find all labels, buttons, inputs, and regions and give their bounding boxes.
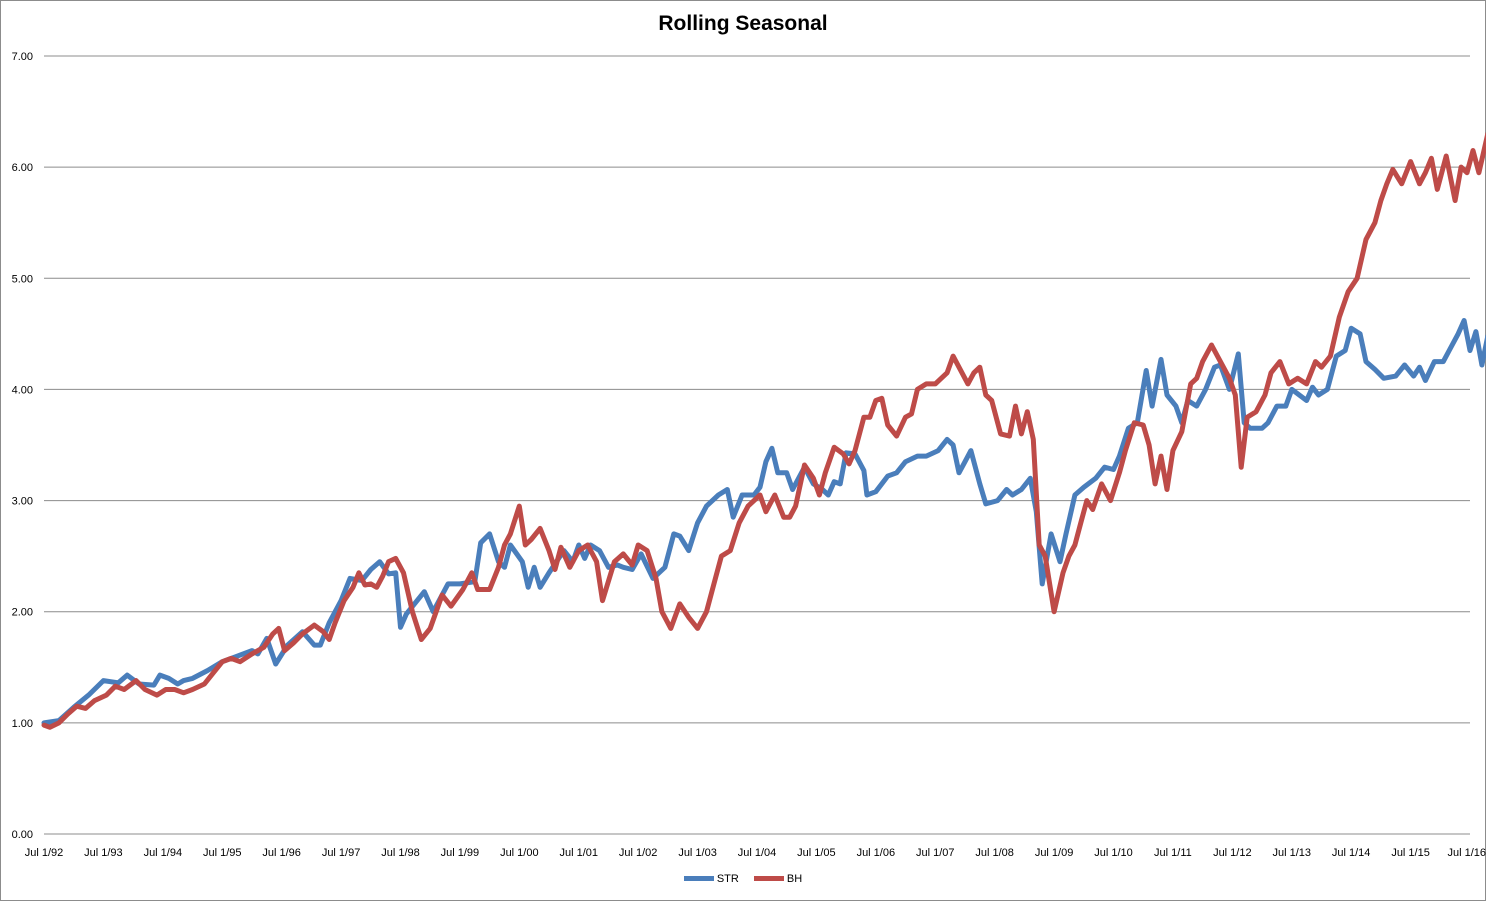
y-tick-label: 3.00 bbox=[12, 496, 33, 508]
y-tick-label: 4.00 bbox=[12, 384, 33, 396]
legend-swatch-str bbox=[683, 876, 714, 881]
x-tick-label: Jul 1/98 bbox=[381, 847, 420, 859]
gridlines bbox=[44, 55, 1470, 835]
x-tick-label: Jul 1/14 bbox=[1332, 847, 1371, 859]
y-tick-label: 5.00 bbox=[12, 273, 33, 285]
x-tick-label: Jul 1/92 bbox=[25, 847, 64, 859]
series-line-str bbox=[41, 318, 1486, 726]
y-tick-label: 7.00 bbox=[12, 51, 33, 63]
x-tick-label: Jul 1/00 bbox=[500, 847, 539, 859]
legend-swatch-bh bbox=[753, 876, 784, 881]
legend-label-bh: BH bbox=[786, 872, 803, 885]
series-lines bbox=[41, 131, 1486, 730]
x-tick-label: Jul 1/02 bbox=[619, 847, 658, 859]
y-tick-label: 6.00 bbox=[12, 162, 33, 174]
series-line-bh bbox=[41, 131, 1486, 730]
x-tick-label: Jul 1/96 bbox=[262, 847, 301, 859]
x-tick-label: Jul 1/06 bbox=[857, 847, 896, 859]
legend-item-str: STR bbox=[683, 872, 739, 885]
x-tick-label: Jul 1/15 bbox=[1391, 847, 1430, 859]
x-tick-label: Jul 1/99 bbox=[441, 847, 480, 859]
x-tick-label: Jul 1/03 bbox=[678, 847, 717, 859]
x-tick-label: Jul 1/11 bbox=[1154, 847, 1192, 859]
x-tick-label: Jul 1/10 bbox=[1094, 847, 1133, 859]
x-tick-label: Jul 1/01 bbox=[559, 847, 598, 859]
x-tick-label: Jul 1/09 bbox=[1035, 847, 1074, 859]
x-tick-label: Jul 1/12 bbox=[1213, 847, 1252, 859]
legend-label-str: STR bbox=[716, 872, 739, 885]
x-tick-label: Jul 1/16 bbox=[1447, 847, 1486, 859]
x-tick-label: Jul 1/95 bbox=[203, 847, 242, 859]
x-tick-label: Jul 1/05 bbox=[797, 847, 836, 859]
x-tick-label: Jul 1/08 bbox=[975, 847, 1014, 859]
x-tick-label: Jul 1/97 bbox=[322, 847, 361, 859]
y-tick-label: 2.00 bbox=[12, 607, 33, 619]
x-tick-label: Jul 1/04 bbox=[738, 847, 777, 859]
x-tick-label: Jul 1/13 bbox=[1272, 847, 1311, 859]
x-tick-label: Jul 1/07 bbox=[916, 847, 955, 859]
y-tick-label: 1.00 bbox=[12, 718, 33, 730]
y-axis-tick-labels: 0.00 1.00 2.00 3.00 4.00 5.00 6.00 7.00 bbox=[12, 51, 33, 841]
x-tick-label: Jul 1/94 bbox=[144, 847, 183, 859]
legend-item-bh: BH bbox=[753, 872, 803, 885]
x-tick-label: Jul 1/93 bbox=[84, 847, 123, 859]
legend: STR BH bbox=[0, 872, 1486, 885]
x-axis-tick-labels: Jul 1/92 Jul 1/93 Jul 1/94 Jul 1/95 Jul 1/96… bbox=[25, 847, 1486, 859]
y-tick-label: 0.00 bbox=[12, 829, 33, 841]
chart-title: Rolling Seasonal bbox=[658, 12, 828, 35]
